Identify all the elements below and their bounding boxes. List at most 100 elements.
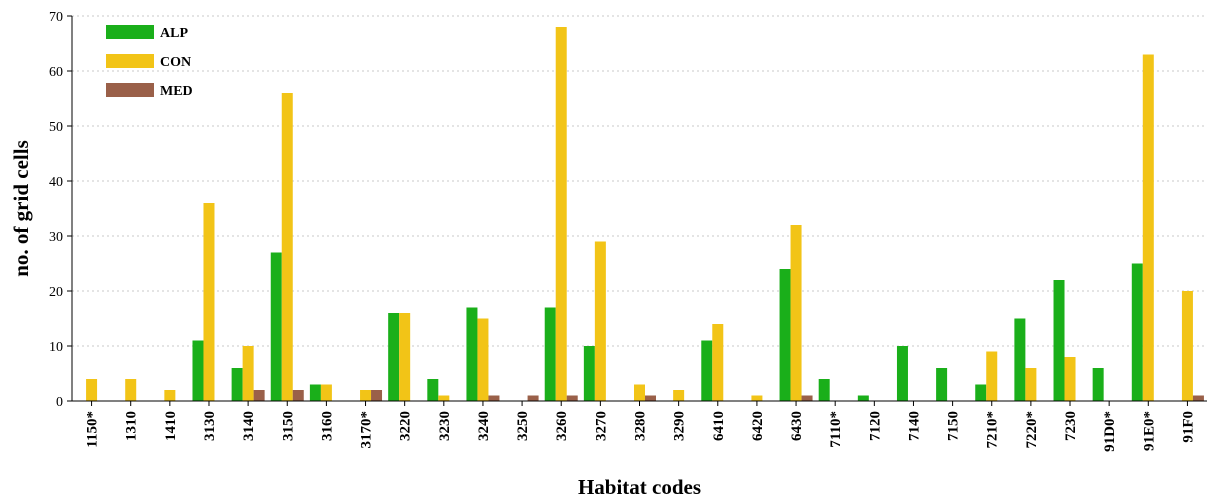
bar-con xyxy=(243,346,254,401)
bar-alp xyxy=(192,341,203,402)
y-tick-label: 60 xyxy=(49,65,63,80)
bar-con xyxy=(125,379,136,401)
bar-alp xyxy=(584,346,595,401)
bars xyxy=(86,27,1204,401)
bar-alp xyxy=(1054,280,1065,401)
legend-label-con: CON xyxy=(160,55,191,70)
legend-swatch-med xyxy=(106,83,154,97)
bar-med xyxy=(645,396,656,402)
bar-con xyxy=(595,242,606,402)
bar-alp xyxy=(975,385,986,402)
bar-alp xyxy=(310,385,321,402)
bar-con xyxy=(712,324,723,401)
bar-med xyxy=(488,396,499,402)
legend-label-alp: ALP xyxy=(160,26,188,41)
bar-con xyxy=(399,313,410,401)
y-axis-title: no. of grid cells xyxy=(9,140,33,277)
bar-alp xyxy=(1132,264,1143,402)
x-tick-label: 3260 xyxy=(554,411,570,441)
bar-con xyxy=(164,390,175,401)
bar-alp xyxy=(858,396,869,402)
bar-alp xyxy=(232,368,243,401)
x-tick-label: 6420 xyxy=(750,411,766,441)
bar-alp xyxy=(1014,319,1025,402)
legend-label-med: MED xyxy=(160,84,193,99)
x-tick-label: 3290 xyxy=(672,411,688,441)
y-tick-label: 30 xyxy=(49,230,63,245)
x-tick-label: 3230 xyxy=(437,411,453,441)
y-tick-label: 70 xyxy=(49,10,63,25)
y-tick-label: 0 xyxy=(56,395,63,410)
bar-med xyxy=(567,396,578,402)
bar-con xyxy=(86,379,97,401)
x-tick-label: 1310 xyxy=(124,411,140,441)
x-tick-label: 7210* xyxy=(985,411,1001,449)
bar-alp xyxy=(780,269,791,401)
bar-con xyxy=(360,390,371,401)
x-tick-label: 3250 xyxy=(515,411,531,441)
bar-med xyxy=(1193,396,1204,402)
x-axis-ticks: 1150* 1310 1410 3130 3140 3150 3160 3170* 3220 32… xyxy=(85,401,1197,452)
x-tick-label: 3170* xyxy=(359,411,375,449)
bar-med xyxy=(528,396,539,402)
x-tick-label: 6430 xyxy=(789,411,805,441)
x-tick-label: 7220* xyxy=(1024,411,1040,449)
grid-lines xyxy=(72,16,1207,346)
bar-con xyxy=(1065,357,1076,401)
x-tick-label: 3140 xyxy=(241,411,257,441)
bar-alp xyxy=(388,313,399,401)
bar-con xyxy=(477,319,488,402)
bar-con xyxy=(634,385,645,402)
x-tick-label: 3240 xyxy=(476,411,492,441)
bar-con xyxy=(556,27,567,401)
x-tick-label: 7150 xyxy=(946,411,962,441)
bar-alp xyxy=(427,379,438,401)
bar-med xyxy=(802,396,813,402)
bar-con xyxy=(438,396,449,402)
y-tick-label: 40 xyxy=(49,175,63,190)
bar-alp xyxy=(701,341,712,402)
bar-con xyxy=(203,203,214,401)
legend-swatch-alp xyxy=(106,25,154,39)
bar-alp xyxy=(545,308,556,402)
x-tick-label: 6410 xyxy=(711,411,727,441)
x-tick-label: 7110* xyxy=(828,411,844,448)
x-axis-title: Habitat codes xyxy=(578,475,701,498)
x-tick-label: 91E0* xyxy=(1141,411,1157,451)
x-tick-label: 7120 xyxy=(867,411,883,441)
y-tick-label: 20 xyxy=(49,285,63,300)
x-tick-label: 3130 xyxy=(202,411,218,441)
x-tick-label: 3220 xyxy=(398,411,414,441)
legend: ALP CON MED xyxy=(106,25,193,99)
x-tick-label: 91F0 xyxy=(1180,411,1196,443)
bar-con xyxy=(282,93,293,401)
x-tick-label: 7230 xyxy=(1063,411,1079,441)
bar-alp xyxy=(271,253,282,402)
bar-con xyxy=(1182,291,1193,401)
bar-med xyxy=(371,390,382,401)
x-tick-label: 3280 xyxy=(633,411,649,441)
bar-con xyxy=(1143,55,1154,402)
x-tick-label: 1410 xyxy=(163,411,179,441)
y-tick-label: 10 xyxy=(49,340,63,355)
bar-alp xyxy=(466,308,477,402)
bar-con xyxy=(791,225,802,401)
bar-con xyxy=(673,390,684,401)
legend-swatch-con xyxy=(106,54,154,68)
bar-med xyxy=(293,390,304,401)
x-tick-label: 3150 xyxy=(280,411,296,441)
bar-alp xyxy=(897,346,908,401)
y-tick-label: 50 xyxy=(49,120,63,135)
bar-alp xyxy=(819,379,830,401)
y-axis-ticks: 0 10 20 30 40 50 60 70 xyxy=(49,10,72,410)
bar-con xyxy=(321,385,332,402)
bar-alp xyxy=(936,368,947,401)
x-tick-label: 91D0* xyxy=(1102,411,1118,452)
bar-med xyxy=(254,390,265,401)
x-tick-label: 1150* xyxy=(85,411,101,448)
bar-con xyxy=(1025,368,1036,401)
bar-con xyxy=(751,396,762,402)
x-tick-label: 7140 xyxy=(906,411,922,441)
x-tick-label: 3160 xyxy=(319,411,335,441)
